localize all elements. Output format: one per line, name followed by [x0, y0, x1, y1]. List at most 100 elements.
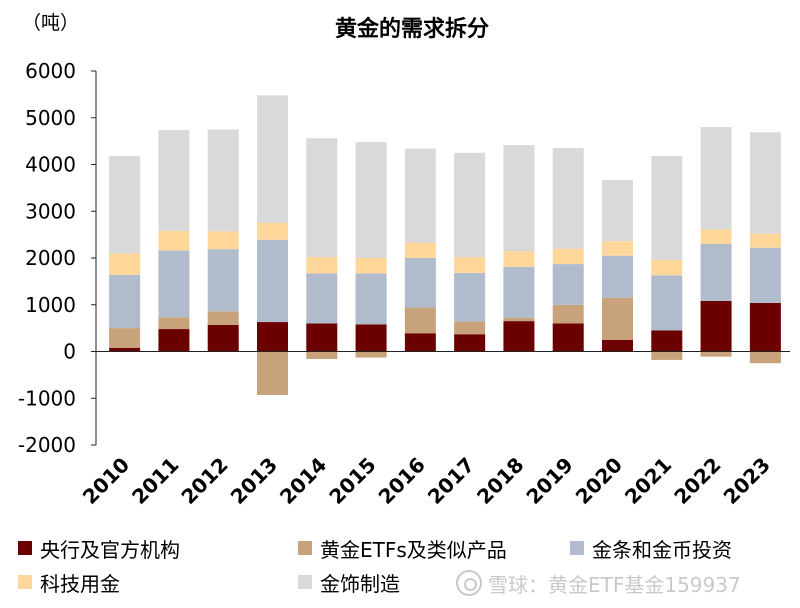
bar-segment-2019-s4 [552, 148, 584, 249]
legend-swatch-etfs [298, 541, 312, 555]
bar-segment-2021-s2 [651, 275, 683, 331]
y-tick-label: 2000 [25, 246, 76, 270]
x-axis-labels: 2010201120122013201420152016201720182019… [78, 453, 775, 509]
chart-title: 黄金的需求拆分 [335, 16, 489, 42]
legend-item-central-banks: 央行及官方机构 [18, 532, 180, 564]
y-axis-labels: 6000 5000 4000 3000 2000 1000 0 -1000 -2000 [18, 59, 76, 457]
bar-segment-2014-s0 [306, 323, 338, 352]
bar-segment-2013-s3 [257, 222, 288, 240]
bar-segment-2015-s1 [355, 351, 387, 358]
bar-segment-2019-s3 [552, 248, 584, 265]
x-tick-label-2018: 2018 [472, 453, 528, 509]
bar-segment-2023-s2 [749, 247, 781, 303]
bar-segment-2010-s0 [109, 347, 141, 352]
x-tick-label-2014: 2014 [275, 453, 331, 509]
bar-segment-2016-s4 [404, 148, 436, 243]
bar-segment-2022-s4 [700, 127, 732, 230]
bar-segment-2014-s3 [306, 257, 338, 274]
bar-segment-2013-s0 [257, 322, 288, 352]
x-tick-label-2011: 2011 [127, 453, 183, 509]
bars-layer [96, 95, 790, 395]
bar-segment-2013-s2 [257, 239, 288, 323]
bar-segment-2022-s0 [700, 301, 732, 352]
bar-segment-2012-s1 [207, 311, 239, 325]
x-tick-label-2012: 2012 [176, 453, 232, 509]
bar-segment-2021-s1 [651, 351, 683, 360]
bar-segment-2010-s4 [109, 156, 141, 254]
x-tick-label-2013: 2013 [226, 453, 282, 509]
bar-segment-2010-s3 [109, 253, 141, 275]
x-tick-label-2022: 2022 [669, 453, 725, 509]
y-tick-label: 1000 [25, 293, 76, 317]
bar-segment-2021-s3 [651, 259, 683, 276]
bar-segment-2015-s4 [355, 142, 387, 258]
y-tick-label: 3000 [25, 199, 76, 223]
bar-segment-2012-s4 [207, 129, 239, 232]
bar-segment-2020-s0 [602, 339, 633, 352]
bar-segment-2020-s4 [602, 179, 633, 242]
bar-segment-2012-s2 [207, 249, 239, 312]
y-tick-label: 0 [63, 340, 76, 364]
bar-segment-2022-s3 [700, 229, 732, 244]
legend-swatch-bars-coins [570, 541, 584, 555]
bar-segment-2019-s2 [552, 264, 584, 305]
bar-segment-2014-s2 [306, 273, 338, 324]
bar-segment-2015-s2 [355, 273, 387, 325]
bar-segment-2022-s2 [700, 243, 732, 302]
bar-segment-2012-s3 [207, 231, 239, 250]
bar-segment-2014-s4 [306, 138, 338, 258]
legend: 央行及官方机构 黄金ETFs及类似产品 金条和金币投资 科技用金 金饰制造 [18, 532, 788, 602]
watermark-text: 雪球：黄金ETF基金159937 [488, 572, 741, 597]
legend-swatch-central-banks [18, 541, 32, 555]
bar-segment-2015-s0 [355, 324, 387, 352]
x-tick-label-2023: 2023 [719, 453, 775, 509]
x-tick-label-2010: 2010 [78, 453, 134, 509]
legend-label-central-banks: 央行及官方机构 [40, 537, 180, 562]
bar-segment-2018-s0 [503, 321, 535, 352]
bar-segment-2023-s1 [749, 351, 781, 364]
bar-segment-2019-s0 [552, 323, 584, 352]
bar-segment-2011-s1 [158, 317, 190, 330]
y-tick-label: -1000 [18, 386, 76, 410]
axes [91, 70, 97, 446]
x-tick-label-2020: 2020 [571, 453, 627, 509]
bar-segment-2018-s4 [503, 145, 535, 252]
legend-label-jewellery: 金饰制造 [320, 571, 400, 596]
legend-item-jewellery: 金饰制造 [298, 566, 400, 598]
bar-segment-2020-s2 [602, 255, 633, 298]
bar-segment-2021-s4 [651, 156, 683, 260]
bar-segment-2019-s1 [552, 304, 584, 324]
x-tick-label-2015: 2015 [324, 453, 380, 509]
y-tick-label: -2000 [18, 433, 76, 457]
watermark: 雪球：黄金ETF基金159937 [456, 566, 741, 600]
x-tick-label-2019: 2019 [521, 453, 577, 509]
bar-segment-2018-s2 [503, 266, 535, 318]
legend-item-etfs: 黄金ETFs及类似产品 [298, 532, 507, 564]
bar-segment-2012-s0 [207, 324, 239, 352]
bar-segment-2014-s1 [306, 351, 338, 359]
x-tick-label-2017: 2017 [423, 453, 479, 509]
bar-segment-2011-s2 [158, 250, 190, 318]
legend-swatch-technology [18, 575, 32, 589]
bar-segment-2010-s1 [109, 328, 141, 348]
bar-segment-2013-s4 [257, 95, 288, 223]
bar-segment-2017-s2 [454, 272, 486, 322]
snowball-logo-icon [456, 570, 482, 596]
bar-segment-2018-s3 [503, 251, 535, 267]
bar-segment-2020-s1 [602, 297, 633, 340]
bar-segment-2021-s0 [651, 330, 683, 352]
y-tick-label: 4000 [25, 153, 76, 177]
bar-segment-2016-s1 [404, 307, 436, 334]
legend-label-etfs: 黄金ETFs及类似产品 [320, 537, 507, 562]
legend-label-technology: 科技用金 [40, 571, 120, 596]
x-tick-label-2021: 2021 [620, 453, 676, 509]
legend-item-technology: 科技用金 [18, 566, 120, 598]
legend-label-bars-coins: 金条和金币投资 [592, 537, 732, 562]
bar-segment-2023-s3 [749, 233, 781, 248]
y-unit-label: （吨） [22, 12, 79, 34]
bar-segment-2017-s3 [454, 257, 486, 273]
bar-segment-2011-s4 [158, 129, 190, 231]
bar-segment-2010-s2 [109, 274, 141, 329]
bar-segment-2023-s0 [749, 302, 781, 352]
y-tick-label: 5000 [25, 106, 76, 130]
